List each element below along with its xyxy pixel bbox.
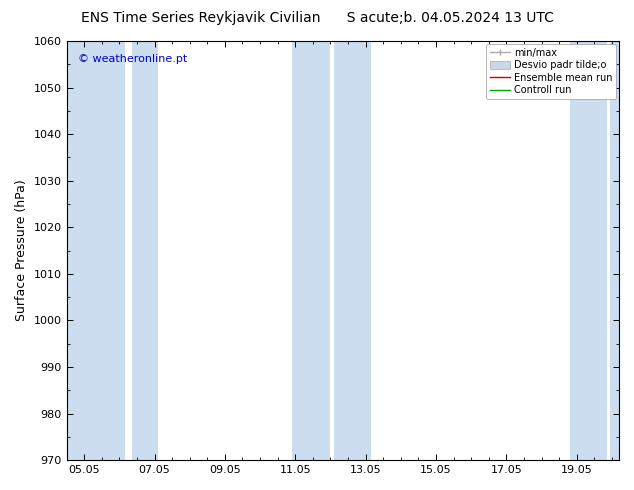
Legend: min/max, Desvio padr tilde;o, Ensemble mean run, Controll run: min/max, Desvio padr tilde;o, Ensemble m… bbox=[486, 44, 616, 99]
Text: © weatheronline.pt: © weatheronline.pt bbox=[77, 53, 187, 64]
Bar bbox=[67, 41, 125, 460]
Bar bbox=[334, 41, 371, 460]
Y-axis label: Surface Pressure (hPa): Surface Pressure (hPa) bbox=[15, 180, 28, 321]
Bar bbox=[570, 41, 607, 460]
Text: ENS Time Series Reykjavik Civilian      S acute;b. 04.05.2024 13 UTC: ENS Time Series Reykjavik Civilian S acu… bbox=[81, 11, 553, 25]
Bar bbox=[292, 41, 330, 460]
Bar bbox=[132, 41, 158, 460]
Bar bbox=[610, 41, 619, 460]
